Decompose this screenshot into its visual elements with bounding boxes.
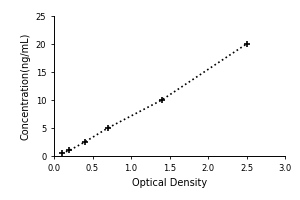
X-axis label: Optical Density: Optical Density [132,178,207,188]
Y-axis label: Concentration(ng/mL): Concentration(ng/mL) [20,32,30,140]
